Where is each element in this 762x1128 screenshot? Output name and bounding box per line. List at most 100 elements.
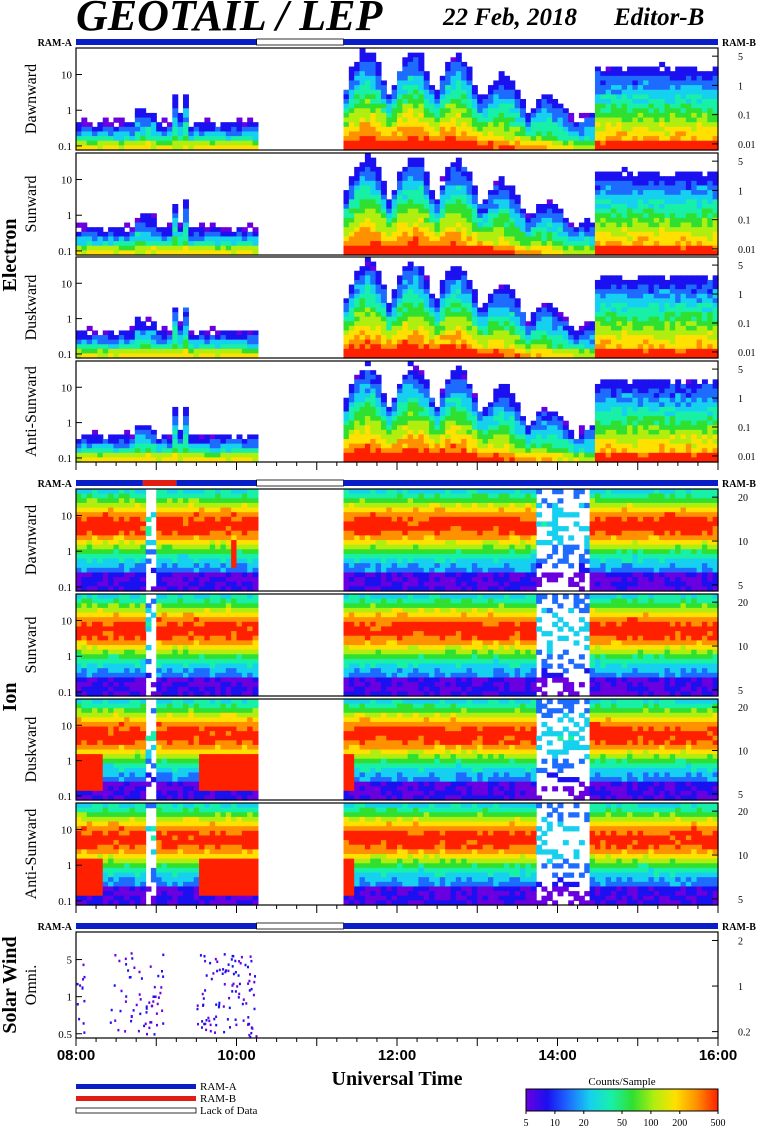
spectrogram-cell (680, 339, 687, 345)
spectrogram-cell (498, 126, 505, 133)
spectrogram-cell (696, 236, 703, 242)
spectrogram-cell (471, 293, 478, 299)
spectrogram-cell (156, 452, 163, 459)
spectrogram-cell (343, 406, 350, 413)
spectrogram-cell (108, 236, 115, 242)
spectrogram-cell (429, 99, 436, 105)
spectrogram-cell (707, 250, 714, 256)
spectrogram-cell (370, 199, 377, 205)
spectrogram-cell (600, 89, 607, 95)
spectrogram-cell (653, 344, 660, 350)
spectrogram-cell (616, 208, 623, 214)
spectrogram-cell (407, 425, 414, 431)
spectrogram-cell (680, 176, 687, 182)
spectrogram-cell (391, 99, 398, 105)
spectrogram-cell (461, 61, 468, 68)
spectrogram-cell (611, 136, 617, 142)
spectrogram-cell (546, 112, 553, 119)
spectrogram-cell (600, 204, 607, 210)
spectrogram-cell (611, 406, 617, 413)
spectrogram-cell (525, 227, 532, 233)
spectrogram-cell (557, 448, 564, 454)
spectrogram-cell (145, 434, 152, 440)
spectrogram-cell (707, 279, 714, 286)
spectrogram-cell (343, 420, 350, 426)
spectrogram-cell (712, 213, 719, 219)
panel-frame (75, 152, 719, 256)
spectrogram-cell (439, 231, 446, 238)
spectrogram-cell (482, 131, 489, 137)
spectrogram-cell (134, 241, 141, 247)
spectrogram-cell (509, 208, 516, 214)
spectrogram-cell (600, 208, 607, 214)
spectrogram-cell (172, 140, 179, 146)
spectrogram-cell (145, 457, 152, 463)
spectrogram-cell (97, 448, 104, 454)
spectrogram-cell (680, 245, 687, 251)
spectrogram-cell (418, 434, 425, 440)
spectrogram-cell (541, 406, 548, 413)
spectrogram-cell (188, 439, 195, 445)
spectrogram-cell (675, 275, 682, 281)
spectrogram-cell (546, 145, 553, 151)
spectrogram-cell (680, 353, 687, 359)
spectrogram-cell (552, 217, 559, 224)
spectrogram-cell (193, 434, 200, 440)
spectrogram-cell (471, 217, 478, 224)
spectrogram-cell (552, 353, 559, 359)
spectrogram-cell (380, 227, 387, 233)
spectrogram-cell (514, 298, 521, 304)
spectrogram-cell (482, 217, 489, 224)
spectrogram-cell (124, 335, 131, 341)
spectrogram-cell (525, 335, 532, 341)
spectrogram-cell (380, 457, 387, 463)
spectrogram-cell (669, 321, 676, 327)
spectrogram-cell (183, 136, 189, 142)
spectrogram-cell (520, 126, 526, 133)
spectrogram-cell (701, 131, 708, 137)
spectrogram-cell (701, 126, 708, 133)
spectrogram-cell (418, 420, 425, 426)
spectrogram-cell (418, 162, 425, 168)
spectrogram-cell (364, 316, 371, 322)
spectrogram-cell (439, 397, 446, 403)
spectrogram-cell (231, 330, 238, 336)
spectrogram-cell (637, 275, 644, 281)
spectrogram-cell (204, 122, 211, 128)
spectrogram-cell (643, 171, 650, 177)
spectrogram-cell (653, 289, 660, 295)
spectrogram-cell (455, 103, 462, 109)
spectrogram-cell (520, 136, 526, 142)
spectrogram-cell (423, 339, 430, 345)
spectrogram-cell (402, 245, 409, 251)
spectrogram-cell (525, 434, 532, 440)
spectrogram-cell (445, 275, 452, 281)
spectrogram-cell (487, 89, 494, 95)
spectrogram-cell (498, 199, 505, 205)
spectrogram-cell (637, 176, 644, 182)
spectrogram-cell (391, 416, 398, 422)
spectrogram-cell (129, 353, 136, 359)
spectrogram-cell (675, 217, 682, 224)
spectrogram-cell (209, 448, 216, 454)
spectrogram-cell (343, 452, 350, 459)
spectrogram-cell (616, 217, 623, 224)
spectrogram-cell (669, 335, 676, 341)
spectrogram-cell (605, 140, 612, 146)
spectrogram-cell (402, 208, 409, 214)
spectrogram-cell (477, 241, 484, 247)
spectrogram-cell (252, 250, 259, 256)
spectrogram-cell (429, 335, 436, 341)
spectrogram-cell (364, 374, 371, 380)
spectrogram-cell (402, 112, 409, 119)
spectrogram-cell (97, 231, 104, 238)
spectrogram-cell (450, 94, 457, 100)
spectrogram-cell (707, 289, 714, 295)
spectrogram-cell (637, 284, 644, 290)
spectrogram-cell (370, 108, 377, 114)
spectrogram-cell (359, 330, 366, 336)
spectrogram-cell (461, 145, 468, 151)
spectrogram-cell (648, 131, 655, 137)
spectrogram-cell (413, 241, 419, 247)
spectrogram-cell (364, 157, 371, 163)
